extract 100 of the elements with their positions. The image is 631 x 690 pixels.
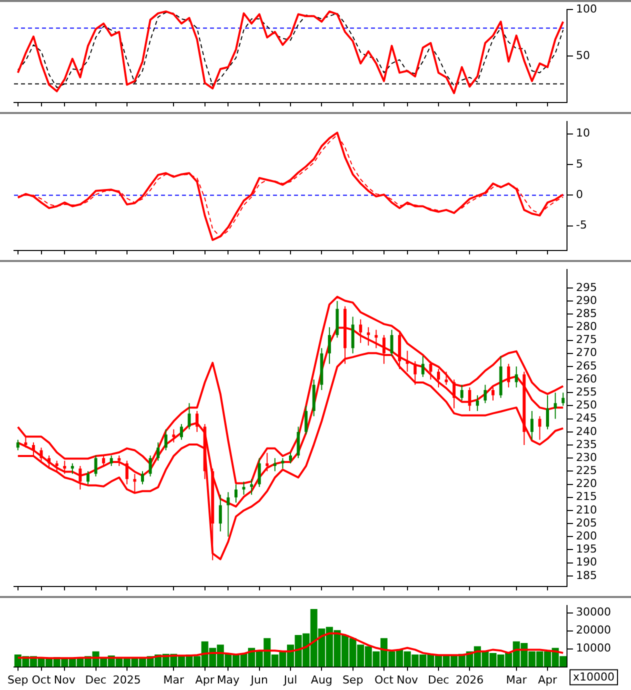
candlestick <box>133 473 136 493</box>
x-tick-label: Sep <box>8 673 28 686</box>
y-tick-label: 205 <box>576 516 597 530</box>
candlestick <box>110 454 113 466</box>
x-tick-label: Jul <box>282 673 298 686</box>
candlestick <box>70 462 74 474</box>
candlestick <box>468 386 472 412</box>
y-tick-label: 295 <box>576 280 597 294</box>
candlestick <box>374 329 378 349</box>
candlestick <box>444 371 448 386</box>
candlestick <box>429 360 432 380</box>
y-tick-label: 50 <box>576 48 590 62</box>
x-tick-label: Jun <box>250 673 268 686</box>
candlestick <box>48 454 51 470</box>
candlestick <box>507 363 510 388</box>
candlestick <box>32 442 35 456</box>
x-tick-label: Mar <box>163 673 185 686</box>
candlestick <box>421 356 424 378</box>
x-tick-label: 2026 <box>456 673 484 686</box>
y-tick-label: 0 <box>576 188 583 202</box>
candlestick <box>78 465 82 490</box>
y-tick-label: 210 <box>576 503 597 516</box>
y-tick-label: 235 <box>576 438 597 451</box>
candlestick <box>476 394 479 412</box>
candlestick <box>281 458 284 470</box>
y-tick-label: 185 <box>576 568 597 582</box>
candlestick <box>436 368 440 388</box>
y-tick-label: 215 <box>576 490 597 504</box>
candlestick <box>63 460 66 474</box>
candlestick <box>226 492 230 538</box>
candlestick <box>460 384 464 402</box>
x-tick-label: Mar <box>506 673 528 686</box>
x-tick-label: 2025 <box>112 673 141 686</box>
y-tick-label: 280 <box>576 320 597 334</box>
candlestick <box>16 439 20 451</box>
y-tick-label: 240 <box>576 424 597 438</box>
candlestick <box>141 470 144 485</box>
y-tick-label: 260 <box>576 372 597 386</box>
y-tick-label: -5 <box>576 218 587 232</box>
x-tick-label: Nov <box>54 673 76 686</box>
candlestick <box>102 454 106 466</box>
candlestick <box>562 392 565 406</box>
y-tick-label: 10 <box>576 126 590 140</box>
y-tick-label: 230 <box>576 450 597 464</box>
candlestick <box>390 329 394 356</box>
y-tick-label: 275 <box>576 333 597 346</box>
candlestick <box>55 460 58 472</box>
candlestick <box>118 454 121 466</box>
text: x10000 <box>573 670 615 684</box>
y-tick-label: 220 <box>576 477 597 490</box>
candlestick <box>304 405 308 436</box>
candlestick <box>546 394 550 430</box>
x-tick-label: Oct <box>32 673 52 686</box>
y-tick-label: 225 <box>576 464 597 478</box>
candlestick <box>351 316 354 354</box>
y-tick-label: 10000 <box>576 642 611 655</box>
candlestick <box>234 484 238 504</box>
x-tick-label: May <box>216 673 240 686</box>
candlestick <box>258 458 261 488</box>
candlestick <box>196 410 199 432</box>
x-tick-label: Dec <box>85 673 106 686</box>
y-tick-label: 20000 <box>576 624 611 637</box>
candlestick <box>125 460 128 485</box>
candlestick <box>538 416 542 440</box>
candlestick <box>452 379 456 409</box>
candlestick <box>94 454 98 477</box>
y-tick-label: 250 <box>576 398 597 412</box>
candlestick <box>148 454 152 477</box>
candlestick <box>164 428 168 451</box>
x-tick-label: Nov <box>396 673 419 686</box>
candlestick <box>172 428 176 443</box>
y-tick-label: 255 <box>576 386 597 399</box>
candlestick <box>273 458 276 472</box>
x-tick-label: Dec <box>428 673 450 686</box>
candlestick <box>492 386 495 402</box>
y-tick-label: 285 <box>576 306 597 320</box>
candlestick <box>250 478 254 496</box>
y-tick-label: 200 <box>576 530 597 543</box>
candlestick <box>514 366 518 388</box>
candlestick <box>188 402 191 430</box>
x-tick-label: Apr <box>195 673 215 686</box>
x-tick-label: Apr <box>538 673 558 686</box>
candlestick <box>218 494 222 532</box>
candlestick <box>242 481 246 496</box>
candlestick <box>289 452 292 464</box>
candlestick <box>156 442 160 462</box>
x-tick-label: Sep <box>342 673 364 686</box>
y-tick-label: 30000 <box>576 606 611 619</box>
candlestick <box>180 424 183 440</box>
y-tick-label: 290 <box>576 294 597 307</box>
y-tick-label: 5 <box>576 157 583 170</box>
candlestick <box>328 326 331 364</box>
candlestick <box>296 426 300 459</box>
x-tick-label: Aug <box>310 673 332 686</box>
candlestick <box>266 452 269 472</box>
candlestick <box>554 392 557 420</box>
candlestick <box>24 436 28 448</box>
y-tick-label: 190 <box>576 556 597 569</box>
candlestick <box>414 360 417 386</box>
candlestick <box>40 447 43 462</box>
